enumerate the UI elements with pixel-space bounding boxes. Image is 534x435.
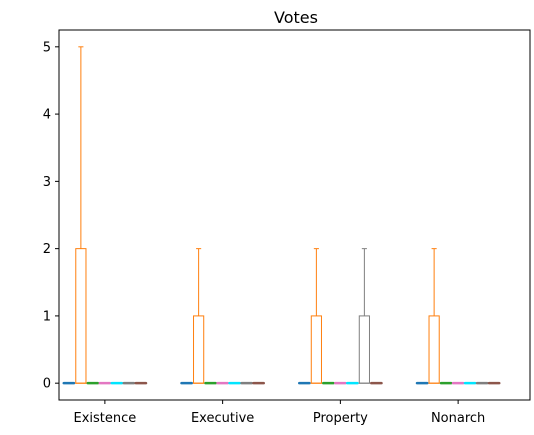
y-tick-label: 4 — [43, 108, 51, 123]
box-iqr — [193, 315, 205, 384]
box-iqr — [358, 315, 370, 384]
y-axis: 0 1 2 3 4 5 — [43, 40, 59, 392]
y-tick-label: 1 — [43, 309, 51, 324]
box-property-series-2 — [310, 248, 323, 384]
y-tick-label: 2 — [43, 242, 51, 257]
y-tick-label: 5 — [43, 40, 51, 55]
box-property-series-6 — [358, 248, 371, 384]
x-tick-label: Existence — [73, 411, 136, 426]
box-iqr — [75, 248, 87, 384]
box-iqr — [428, 315, 440, 384]
chart-title: Votes — [274, 8, 318, 27]
x-axis: Existence Executive Property Nonarch — [73, 400, 485, 426]
box-series-group — [62, 46, 501, 385]
box-iqr — [310, 315, 322, 384]
y-tick-label: 0 — [43, 377, 51, 392]
box-nonarch-series-2 — [428, 248, 440, 384]
x-tick-label: Nonarch — [431, 411, 485, 426]
x-tick-label: Property — [313, 411, 368, 426]
x-tick-label: Executive — [191, 411, 254, 426]
y-tick-label: 3 — [43, 175, 51, 190]
box-executive-series-2 — [192, 248, 205, 384]
box-existence-series-2 — [75, 46, 87, 384]
plot-frame — [58, 29, 531, 401]
